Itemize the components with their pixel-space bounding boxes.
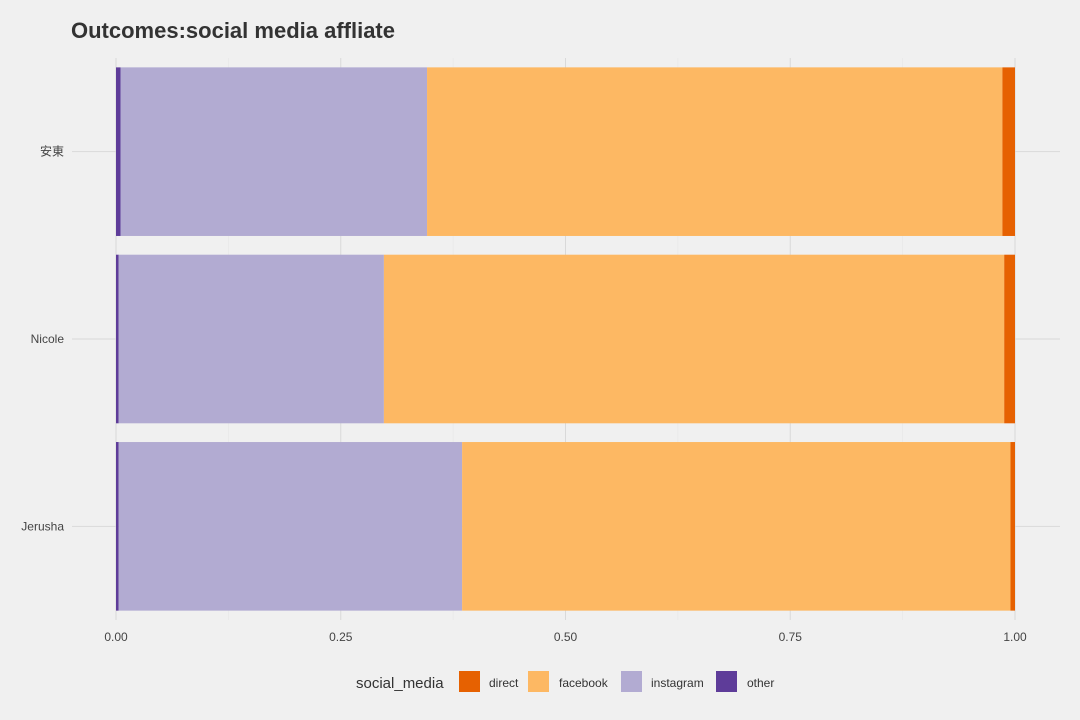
x-tick-label: 0.00 (104, 630, 128, 644)
legend-title: social_media (356, 675, 444, 692)
bar-facebook (383, 254, 1005, 424)
legend-label-direct: direct (489, 676, 519, 690)
bar-facebook (427, 67, 1003, 236)
bar-direct (1002, 67, 1015, 236)
x-axis-ticks: 0.00 0.25 0.50 0.75 1.00 (104, 630, 1027, 644)
x-tick-label: 0.25 (329, 630, 353, 644)
y-tick-label: Jerusha (21, 519, 64, 533)
bar-instagram (118, 254, 384, 424)
y-tick-label: 安東 (40, 144, 64, 159)
bar-direct (1010, 442, 1015, 611)
legend-key-instagram (621, 671, 642, 692)
bar-instagram (118, 442, 463, 611)
legend-key-direct (459, 671, 480, 692)
bar-facebook (462, 442, 1011, 611)
chart-title: Outcomes:social media affliate (71, 18, 395, 43)
legend-key-other (716, 671, 737, 692)
legend-label-other: other (747, 676, 774, 690)
legend-key-facebook (528, 671, 549, 692)
bar-direct (1004, 254, 1015, 424)
bar-other (116, 67, 121, 236)
bar-instagram (120, 67, 428, 236)
y-tick-label: Nicole (31, 332, 65, 346)
legend-label-facebook: facebook (559, 676, 609, 690)
x-tick-label: 0.50 (554, 630, 578, 644)
legend: social_media direct facebook instagram othe… (356, 671, 774, 692)
legend-label-instagram: instagram (651, 676, 704, 690)
x-tick-label: 1.00 (1003, 630, 1027, 644)
y-axis-ticks: 安東 Nicole Jerusha (21, 144, 64, 534)
bar-other (116, 442, 119, 611)
bar-other (116, 254, 119, 424)
x-tick-label: 0.75 (779, 630, 803, 644)
bars (116, 67, 1015, 611)
